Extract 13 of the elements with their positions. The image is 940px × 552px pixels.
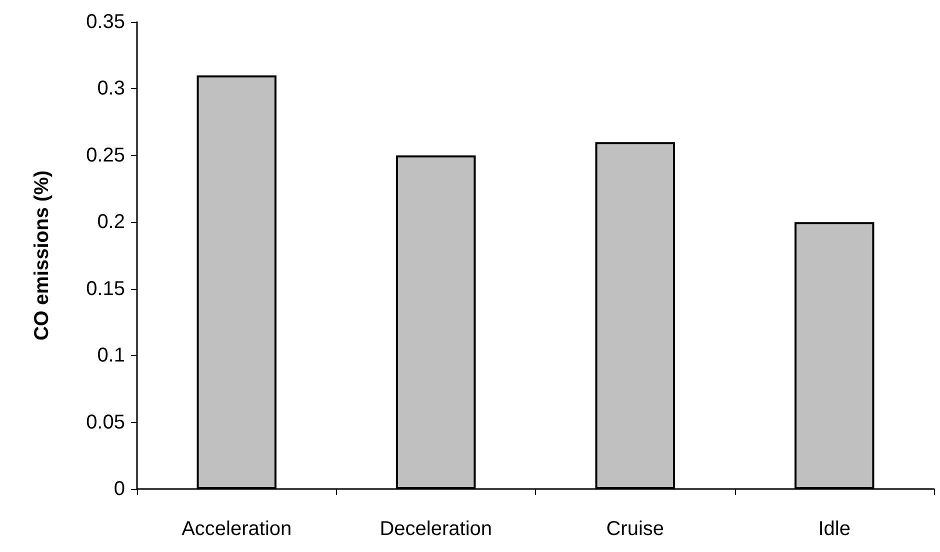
- y-tick-label: 0.1: [97, 344, 125, 367]
- y-tick-label: 0: [114, 478, 125, 500]
- y-tick-label: 0.15: [86, 278, 125, 300]
- y-tick-label: 0.35: [86, 11, 125, 33]
- y-tick-label: 0.3: [97, 78, 125, 100]
- x-tick-label: Deceleration: [380, 518, 492, 540]
- y-axis-title: CO emissions (%): [31, 170, 53, 341]
- x-tick-label: Cruise: [606, 518, 664, 540]
- y-tick-label: 0.05: [86, 411, 125, 434]
- y-tick-label: 0.25: [86, 144, 125, 166]
- y-tick-label: 0.2: [97, 211, 125, 234]
- x-tick-label: Idle: [818, 518, 850, 540]
- x-tick-label: Acceleration: [182, 518, 292, 540]
